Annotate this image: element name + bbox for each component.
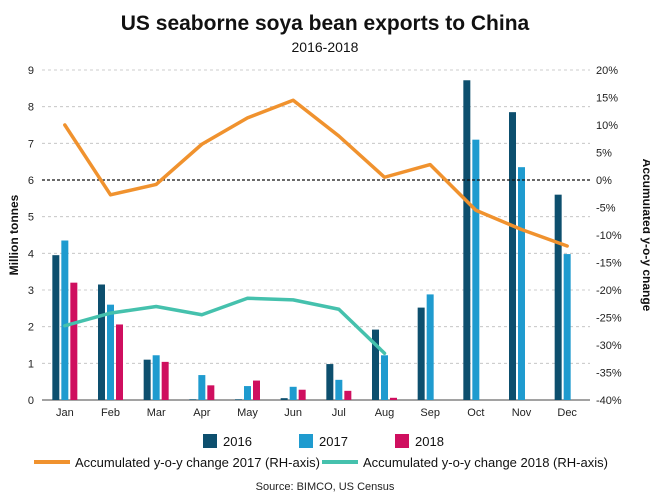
legend: 2016 2017 2018 Accumulated y-o-y change … — [34, 434, 608, 470]
bar-2016-feb — [98, 284, 105, 400]
bar-2016-dec — [554, 194, 562, 400]
x-axis-ticks: Jan Feb Mar Apr May Jun Jul Aug Sep Oct Nov Dec — [56, 407, 577, 419]
grid-lines — [42, 69, 590, 401]
y-tick-label: 6 — [28, 175, 34, 187]
line-series-2017 — [63, 98, 569, 248]
bar-2018-mar — [161, 361, 169, 400]
line-series-2018 — [63, 296, 387, 355]
x-tick-label: Sep — [420, 407, 440, 419]
bars — [52, 80, 571, 401]
bar-2017-jan — [61, 240, 69, 400]
x-tick-label: Mar — [147, 407, 166, 419]
bar-2017-mar — [152, 355, 160, 400]
bar-2016-aug — [372, 329, 379, 400]
y2-axis-label: Accumulated y-o-y change — [640, 159, 650, 312]
bar-2016-jul — [326, 364, 334, 400]
legend-label-line-2017: Accumulated y-o-y change 2017 (RH-axis) — [75, 455, 320, 470]
bar-2016-mar — [143, 359, 151, 400]
y2-tick-label: 5% — [596, 148, 612, 160]
bar-2017-feb — [107, 304, 114, 400]
x-tick-label: Jan — [56, 407, 74, 419]
bar-2016-may — [235, 399, 242, 400]
legend-label-line-2018: Accumulated y-o-y change 2018 (RH-axis) — [363, 455, 608, 470]
x-tick-label: Jul — [332, 407, 346, 419]
bar-2016-sep — [417, 307, 425, 400]
bar-2018-apr — [207, 385, 215, 400]
x-tick-label: May — [237, 407, 258, 419]
bar-2017-jul — [335, 379, 343, 400]
x-tick-label: Jun — [284, 407, 302, 419]
legend-label-2016: 2016 — [223, 434, 252, 449]
bar-2016-oct — [463, 80, 471, 401]
bar-2018-may — [253, 380, 260, 400]
bar-2017-aug — [381, 355, 388, 400]
y-axis-label: Million tonnes — [7, 194, 21, 275]
bar-2018-jan — [70, 282, 78, 400]
x-tick-label: Dec — [557, 407, 577, 419]
y2-tick-label: 15% — [596, 93, 618, 105]
left-axis-ticks: 0 1 2 3 4 5 6 7 8 9 — [28, 65, 34, 407]
y2-tick-label: -10% — [596, 230, 622, 242]
y2-tick-label: 0% — [596, 175, 612, 187]
y2-tick-label: -15% — [596, 258, 622, 270]
y-tick-label: 9 — [28, 65, 34, 77]
source-note: Source: BIMCO, US Census — [256, 481, 395, 493]
y2-tick-label: -35% — [596, 368, 622, 380]
x-tick-label: Feb — [101, 407, 120, 419]
x-tick-label: Nov — [512, 407, 532, 419]
bar-2017-nov — [518, 167, 525, 400]
y2-tick-label: -5% — [596, 203, 616, 215]
y-tick-label: 7 — [28, 138, 34, 150]
x-tick-label: Apr — [193, 407, 210, 419]
bar-2016-jan — [52, 255, 60, 400]
bar-2016-nov — [509, 112, 516, 401]
bar-2017-oct — [472, 139, 480, 400]
y-tick-label: 2 — [28, 322, 34, 334]
bar-2018-jul — [344, 390, 352, 400]
bar-2017-jun — [289, 386, 297, 400]
bar-2017-sep — [426, 294, 434, 400]
bar-2018-aug — [390, 397, 397, 400]
y2-tick-label: -20% — [596, 285, 622, 297]
legend-swatch-2018 — [395, 434, 409, 448]
y-tick-label: 0 — [28, 395, 34, 407]
bar-2017-apr — [198, 375, 206, 400]
y-tick-label: 1 — [28, 358, 34, 370]
y2-tick-label: 10% — [596, 120, 618, 132]
x-tick-label: Oct — [467, 407, 484, 419]
bar-2016-apr — [189, 399, 197, 400]
y-tick-label: 5 — [28, 212, 34, 224]
y-tick-label: 8 — [28, 102, 34, 114]
legend-label-2017: 2017 — [319, 434, 348, 449]
bar-2018-feb — [116, 324, 123, 400]
y-tick-label: 3 — [28, 285, 34, 297]
chart-title: US seaborne soya bean exports to China — [121, 12, 530, 35]
y2-tick-label: -40% — [596, 395, 622, 407]
series-lines — [63, 98, 569, 355]
legend-swatch-2017 — [299, 434, 313, 448]
x-tick-label: Aug — [375, 407, 395, 419]
bar-2018-jun — [298, 389, 306, 400]
y2-tick-label: -25% — [596, 313, 622, 325]
y-tick-label: 4 — [28, 248, 34, 260]
bar-2016-jun — [280, 398, 288, 400]
bar-2017-may — [244, 386, 251, 400]
y2-tick-label: -30% — [596, 340, 622, 352]
legend-label-2018: 2018 — [415, 434, 444, 449]
legend-swatch-2016 — [203, 434, 217, 448]
chart-subtitle: 2016-2018 — [292, 39, 359, 55]
bar-2017-dec — [563, 254, 571, 400]
right-axis-ticks: -40% -35% -30% -25% -20% -15% -10% -5% 0% 5% 10% 15… — [596, 65, 622, 407]
y2-tick-label: 20% — [596, 65, 618, 77]
